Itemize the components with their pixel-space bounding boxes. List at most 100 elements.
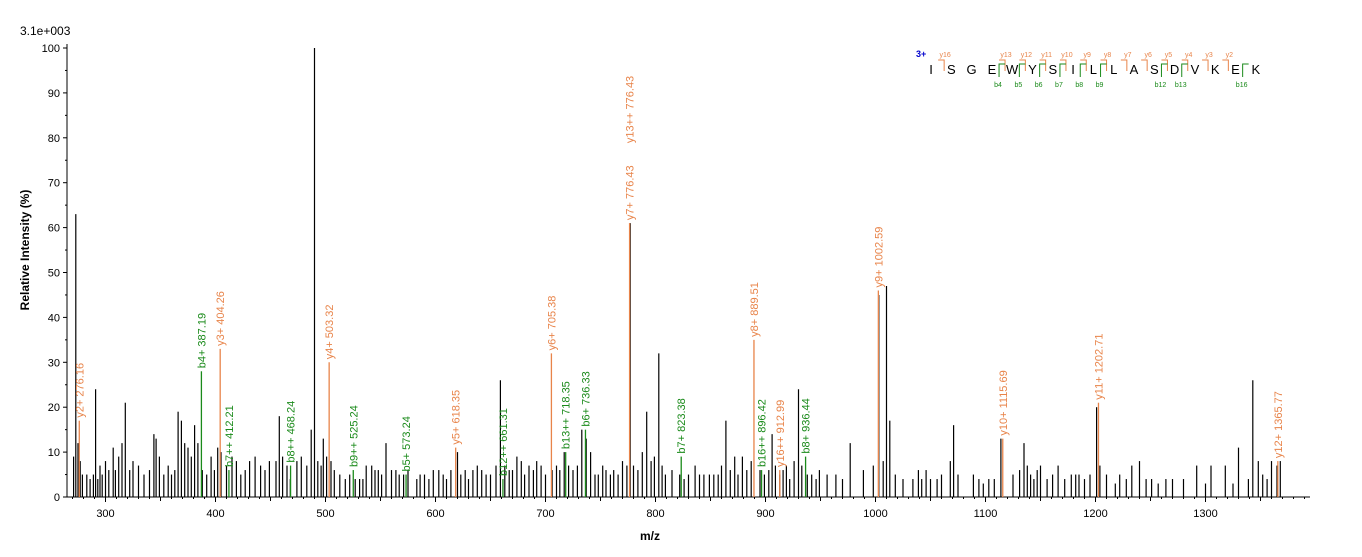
y-fragment-label: y12 [1021, 52, 1032, 59]
y-fragment-marker [938, 59, 945, 71]
sequence-residue: S [947, 62, 956, 77]
charge-state: 3+ [916, 49, 926, 59]
sequence-residue: V [1191, 62, 1200, 77]
intensity-scale-label: 3.1e+003 [20, 24, 71, 38]
y-fragment-label: y10 [1061, 52, 1072, 59]
peak-annotation-label: y13++ 776.43 [625, 76, 637, 143]
peak-annotation-label: b5+ 573.24 [401, 416, 413, 471]
x-tick-label: 1100 [974, 508, 998, 520]
x-tick-label: 800 [646, 508, 664, 520]
sequence-residue: A [1130, 62, 1139, 77]
y-fragment-marker [1222, 59, 1229, 71]
b-fragment-label: b4 [994, 82, 1002, 89]
y-fragment-label: y4 [1185, 52, 1193, 59]
peak-annotation-label: y7+ 776.43 [625, 165, 637, 220]
y-fragment-marker [999, 59, 1006, 71]
y-tick-label: 50 [48, 268, 60, 280]
y-fragment-marker [1039, 59, 1047, 71]
y-tick-label: 100 [42, 43, 60, 55]
peak-annotation-label: y5+ 618.35 [451, 390, 463, 445]
peak-bars [72, 48, 1281, 497]
x-tick-label: 1300 [1193, 508, 1217, 520]
sequence-residue: D [1170, 62, 1179, 77]
y-fragment-label: y9 [1084, 52, 1092, 59]
y-fragment-label: y16 [940, 52, 951, 59]
b-fragment-marker [1018, 63, 1026, 77]
peak-annotation-label: b12++ 661.31 [498, 408, 510, 476]
peak-annotation-label: b6+ 736.33 [580, 371, 592, 426]
y-fragment-marker [1202, 59, 1209, 71]
sequence-residue: E [1231, 62, 1240, 77]
b-fragment-marker [1160, 63, 1168, 77]
y-fragment-label: y6 [1144, 52, 1152, 59]
b-fragment-marker [1181, 63, 1188, 77]
peak-annotation-label: y16++ 912.99 [775, 400, 787, 467]
sequence-residue: L [1090, 62, 1097, 77]
y-fragment-label: y7 [1124, 52, 1132, 59]
sequence-residue: L [1110, 62, 1117, 77]
sequence-residue: I [1071, 62, 1075, 77]
peak-annotation-label: y9+ 1002.59 [873, 227, 885, 288]
peak-annotation-label: y6+ 705.38 [546, 296, 558, 351]
peak-annotation-label: b16++ 896.42 [757, 399, 769, 467]
peak-annotation-label: b7+ 823.38 [676, 398, 688, 453]
peak-annotation-label: b9++ 525.24 [348, 405, 360, 467]
x-tick-label: 900 [756, 508, 774, 520]
b-fragment-label: b16 [1236, 82, 1248, 89]
b-fragment-marker [1059, 63, 1066, 77]
y-tick-label: 70 [48, 178, 60, 190]
x-tick-label: 300 [96, 508, 114, 520]
sequence-residue: W [1006, 62, 1019, 77]
b-fragment-marker [998, 63, 1006, 77]
b-fragment-marker [1039, 63, 1046, 77]
y-fragment-label: y5 [1165, 52, 1173, 59]
peak-annotation-label: b4+ 387.19 [196, 313, 208, 368]
b-fragment-label: b6 [1035, 82, 1043, 89]
y-fragment-label: y2 [1226, 52, 1234, 59]
y-fragment-marker [1141, 59, 1148, 71]
peak-annotation-label: y3+ 404.26 [215, 291, 227, 346]
y-fragment-marker [1019, 59, 1026, 71]
peak-annotation-label: b8++ 468.24 [286, 401, 298, 463]
y-tick-label: 80 [48, 133, 60, 145]
x-tick-label: 1200 [1083, 508, 1107, 520]
sequence-residue: I [929, 62, 933, 77]
b-fragment-marker [1100, 63, 1107, 77]
peak-annotation-label: y2+ 276.16 [74, 363, 86, 418]
sequence-residue: E [988, 62, 997, 77]
peak-annotation-label: y10+ 1115.69 [998, 370, 1010, 435]
y-fragment-label: y13 [1000, 52, 1011, 59]
sequence-residue: G [967, 62, 977, 77]
y-tick-label: 20 [48, 402, 60, 414]
b-fragment-label: b9 [1096, 82, 1104, 89]
y-fragment-marker [1080, 59, 1087, 71]
peak-annotation-label: b8+ 936.44 [801, 398, 813, 453]
b-fragment-label: b12 [1155, 82, 1167, 89]
x-axis-title: m/z [640, 529, 660, 543]
x-tick-label: 1000 [863, 508, 887, 520]
sequence-residue: S [1048, 62, 1057, 77]
y-fragment-label: y3 [1205, 52, 1213, 59]
y-tick-label: 40 [48, 312, 60, 324]
sequence-residue: K [1251, 62, 1260, 77]
peak-annotations: y2+ 276.16 b4+ 387.19 y3+ 404.26 b7++ 412.2… [74, 76, 1285, 497]
peak-annotation-label: y12+ 1365.77 [1273, 391, 1285, 458]
peak-annotation-label: y4+ 503.32 [324, 305, 336, 360]
x-tick-label: 500 [316, 508, 334, 520]
x-tick-label: 700 [536, 508, 554, 520]
y-axis-title: Relative Intensity (%) [18, 190, 32, 311]
sequence-residue: Y [1028, 62, 1037, 77]
peak-annotation-label: y11+ 1202.71 [1093, 334, 1105, 400]
b-fragment-marker [1079, 63, 1087, 77]
y-fragment-marker [1059, 59, 1067, 71]
b-fragment-label: b8 [1075, 82, 1083, 89]
x-tick-label: 600 [426, 508, 444, 520]
y-tick-label: 10 [48, 447, 60, 459]
y-fragment-label: y8 [1104, 52, 1112, 59]
y-fragment-marker [1161, 59, 1168, 71]
sequence-residue: K [1211, 62, 1220, 77]
peak-annotation-label: b13++ 718.35 [561, 381, 573, 449]
b-fragment-marker [1242, 63, 1249, 77]
